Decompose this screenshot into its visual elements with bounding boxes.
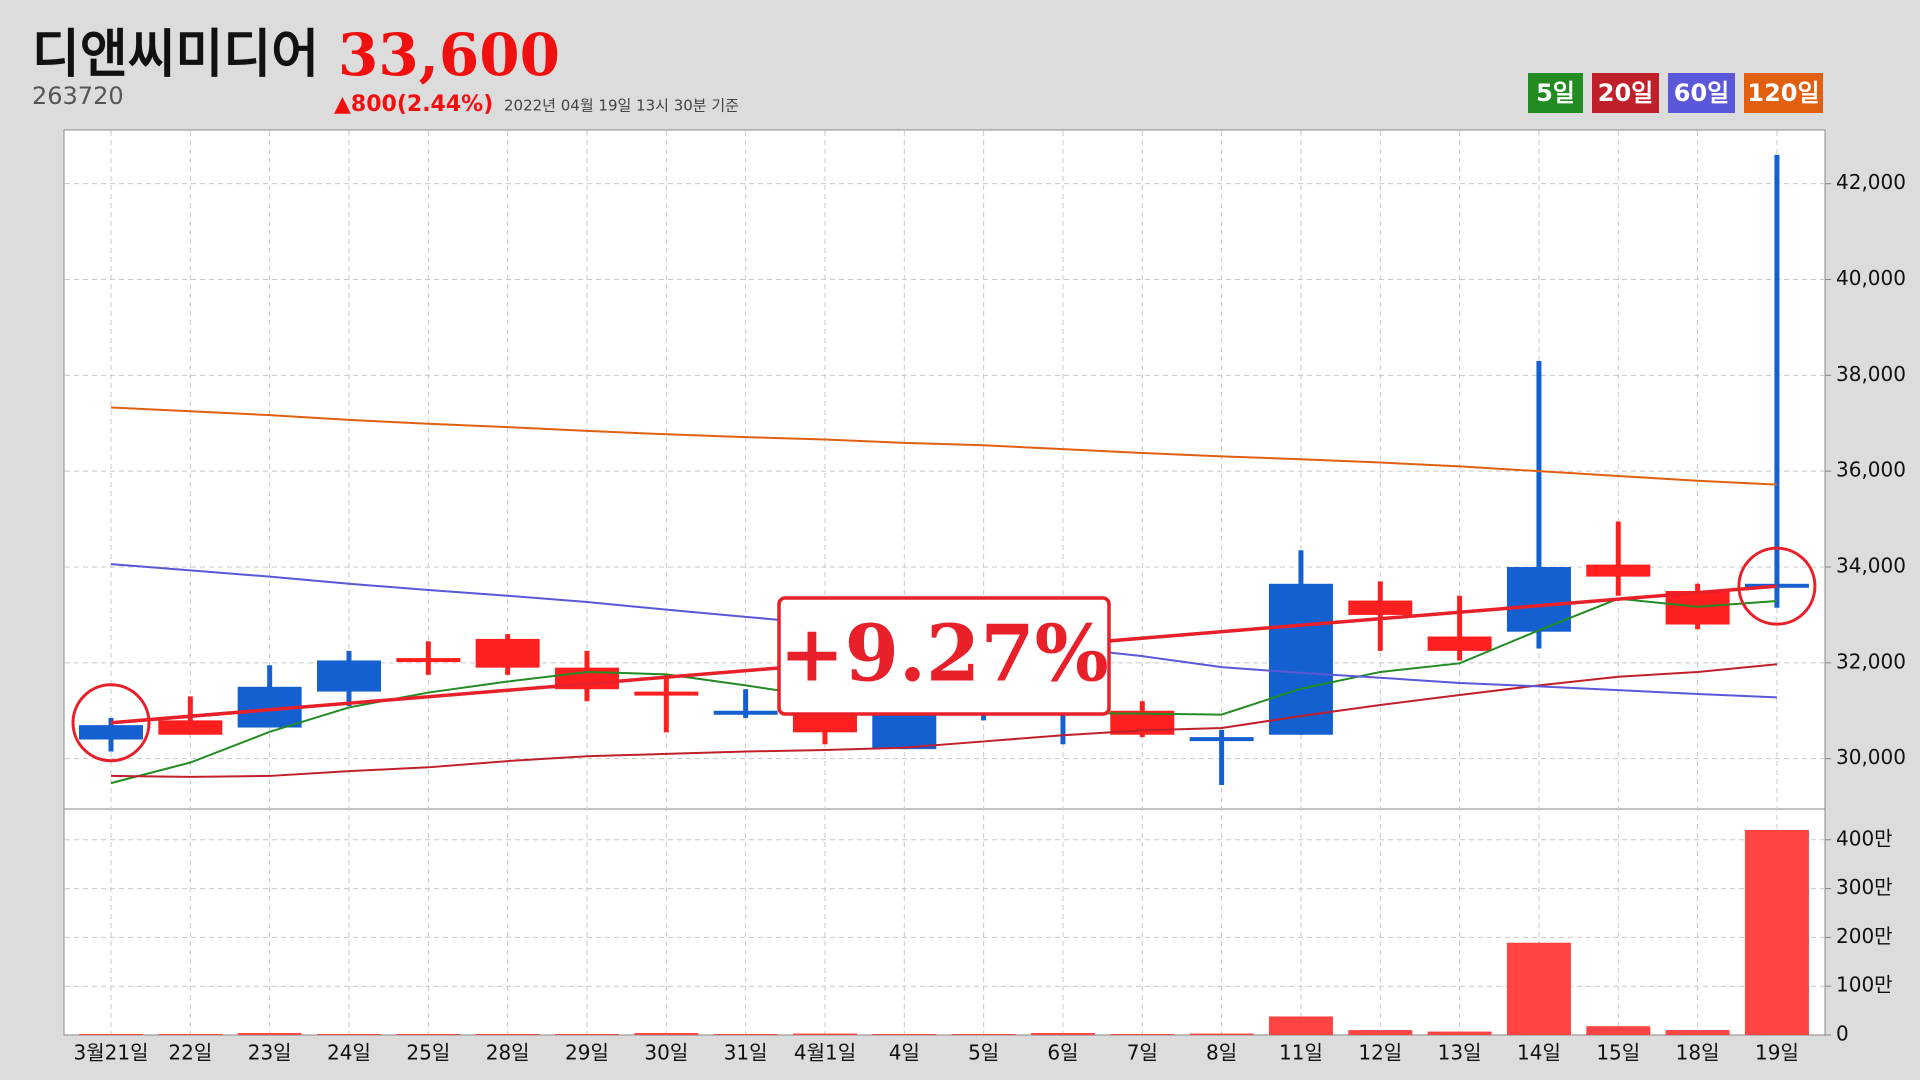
volume-bar (1586, 1026, 1651, 1035)
legend-item[interactable]: 5일 (1528, 73, 1583, 113)
legend-label: 20일 (1598, 79, 1653, 107)
x-tick-label: 18일 (1676, 1041, 1720, 1065)
volume-bar (1110, 1034, 1175, 1035)
x-tick-label: 24일 (327, 1041, 371, 1065)
y-tick-label: 32,000 (1836, 649, 1906, 673)
candle-body (634, 691, 699, 696)
x-tick-label: 6일 (1047, 1041, 1078, 1065)
y-tick-label: 34,000 (1836, 554, 1906, 578)
legend-swatch (1528, 73, 1583, 113)
volume-bar (1189, 1033, 1254, 1035)
legend-item[interactable]: 60일 (1668, 73, 1735, 113)
candle-body (1586, 564, 1651, 577)
volume-bar (1744, 829, 1809, 1035)
volume-bar (1665, 1030, 1730, 1035)
y-tick-label: 200만 (1836, 924, 1893, 948)
x-tick-label: 13일 (1438, 1041, 1482, 1065)
volume-bar (1506, 942, 1571, 1035)
volume-bar (951, 1034, 1016, 1035)
y-tick-label: 30,000 (1836, 745, 1906, 769)
candle-body (1744, 583, 1809, 588)
volume-bar (713, 1034, 778, 1035)
x-tick-label: 5일 (968, 1041, 999, 1065)
candle-body (396, 658, 461, 663)
legend-item[interactable]: 20일 (1592, 73, 1659, 113)
volume-bar (792, 1033, 857, 1035)
x-tick-label: 28일 (486, 1041, 530, 1065)
legend-label: 60일 (1674, 79, 1729, 107)
candle-body (475, 638, 540, 668)
moving-average-line (110, 663, 1778, 778)
legend-item[interactable]: 120일 (1744, 73, 1823, 113)
legend-swatch (1668, 73, 1735, 113)
y-tick-label: 0 (1836, 1022, 1849, 1046)
y-tick-label: 42,000 (1836, 170, 1906, 194)
candle-body (713, 710, 778, 715)
price-change: ▲800(2.44%) (334, 92, 493, 117)
volume-bar (79, 1034, 143, 1035)
volume-bar (237, 1033, 302, 1035)
x-tick-label: 14일 (1517, 1041, 1561, 1065)
x-tick-label: 12일 (1358, 1041, 1402, 1065)
candle-body (79, 725, 143, 740)
volume-bar (475, 1034, 540, 1035)
y-tick-label: 40,000 (1836, 266, 1906, 290)
trend-label: +9.27% (779, 609, 1108, 700)
labels: 3월21일 22일 23일 24일 25일 28일 29일 30일 31일 4월1일 4일 5일 6일 7… (74, 170, 1906, 1064)
legend-swatch (1744, 73, 1823, 113)
y-tick-label: 300만 (1836, 875, 1893, 899)
volume-bar (158, 1034, 223, 1035)
volume-bar (1348, 1030, 1413, 1035)
candle-body (1348, 600, 1413, 615)
x-tick-label: 29일 (565, 1041, 609, 1065)
volume-bar (396, 1034, 461, 1035)
x-tick-label: 19일 (1755, 1041, 1799, 1065)
x-tick-label: 15일 (1596, 1041, 1640, 1065)
x-tick-label: 25일 (406, 1041, 450, 1065)
y-tick-label: 400만 (1836, 826, 1893, 850)
x-tick-label: 8일 (1206, 1041, 1237, 1065)
volume-bar (634, 1033, 699, 1035)
trend-endpoint (71, 683, 151, 763)
y-tick-label: 38,000 (1836, 362, 1906, 386)
moving-average-line (110, 406, 1777, 486)
x-tick-label: 7일 (1127, 1041, 1158, 1065)
volume-bar (554, 1034, 619, 1035)
volume-bar (872, 1034, 937, 1035)
legend: 5일 20일 60일 120일 (1528, 73, 1823, 113)
y-tick-label: 100만 (1836, 973, 1893, 997)
volume-bar (1030, 1033, 1095, 1035)
volume-bar (1268, 1016, 1333, 1035)
x-tick-label: 30일 (644, 1041, 688, 1065)
x-tick-label: 3월21일 (74, 1041, 149, 1065)
candle-body (1268, 583, 1333, 735)
stock-code: 263720 (32, 82, 124, 110)
trend-endpoint (1737, 546, 1817, 626)
legend-swatch (1592, 73, 1659, 113)
stock-name: 디앤씨미디어 (32, 25, 319, 85)
marks (71, 154, 1817, 1035)
stock-price: 33,600 (338, 21, 560, 89)
x-tick-label: 4월1일 (794, 1041, 856, 1065)
candle-body (316, 660, 381, 692)
legend-label: 120일 (1747, 79, 1819, 107)
y-tick-label: 36,000 (1836, 458, 1906, 482)
candle-body (792, 713, 857, 733)
x-tick-label: 23일 (248, 1041, 292, 1065)
candle-body (1110, 710, 1175, 735)
x-tick-label: 31일 (724, 1041, 768, 1065)
x-tick-label: 22일 (168, 1041, 212, 1065)
candle-body (158, 720, 223, 735)
legend-label: 5일 (1536, 79, 1575, 107)
volume-bar (1427, 1031, 1492, 1035)
trend-label-box (777, 596, 1111, 716)
timestamp: 2022년 04월 19일 13시 30분 기준 (504, 97, 739, 115)
volume-bar (316, 1034, 381, 1035)
candle-body (1189, 737, 1254, 742)
candle-body (1427, 636, 1492, 651)
x-tick-label: 4일 (889, 1041, 920, 1065)
x-tick-label: 11일 (1279, 1041, 1323, 1065)
